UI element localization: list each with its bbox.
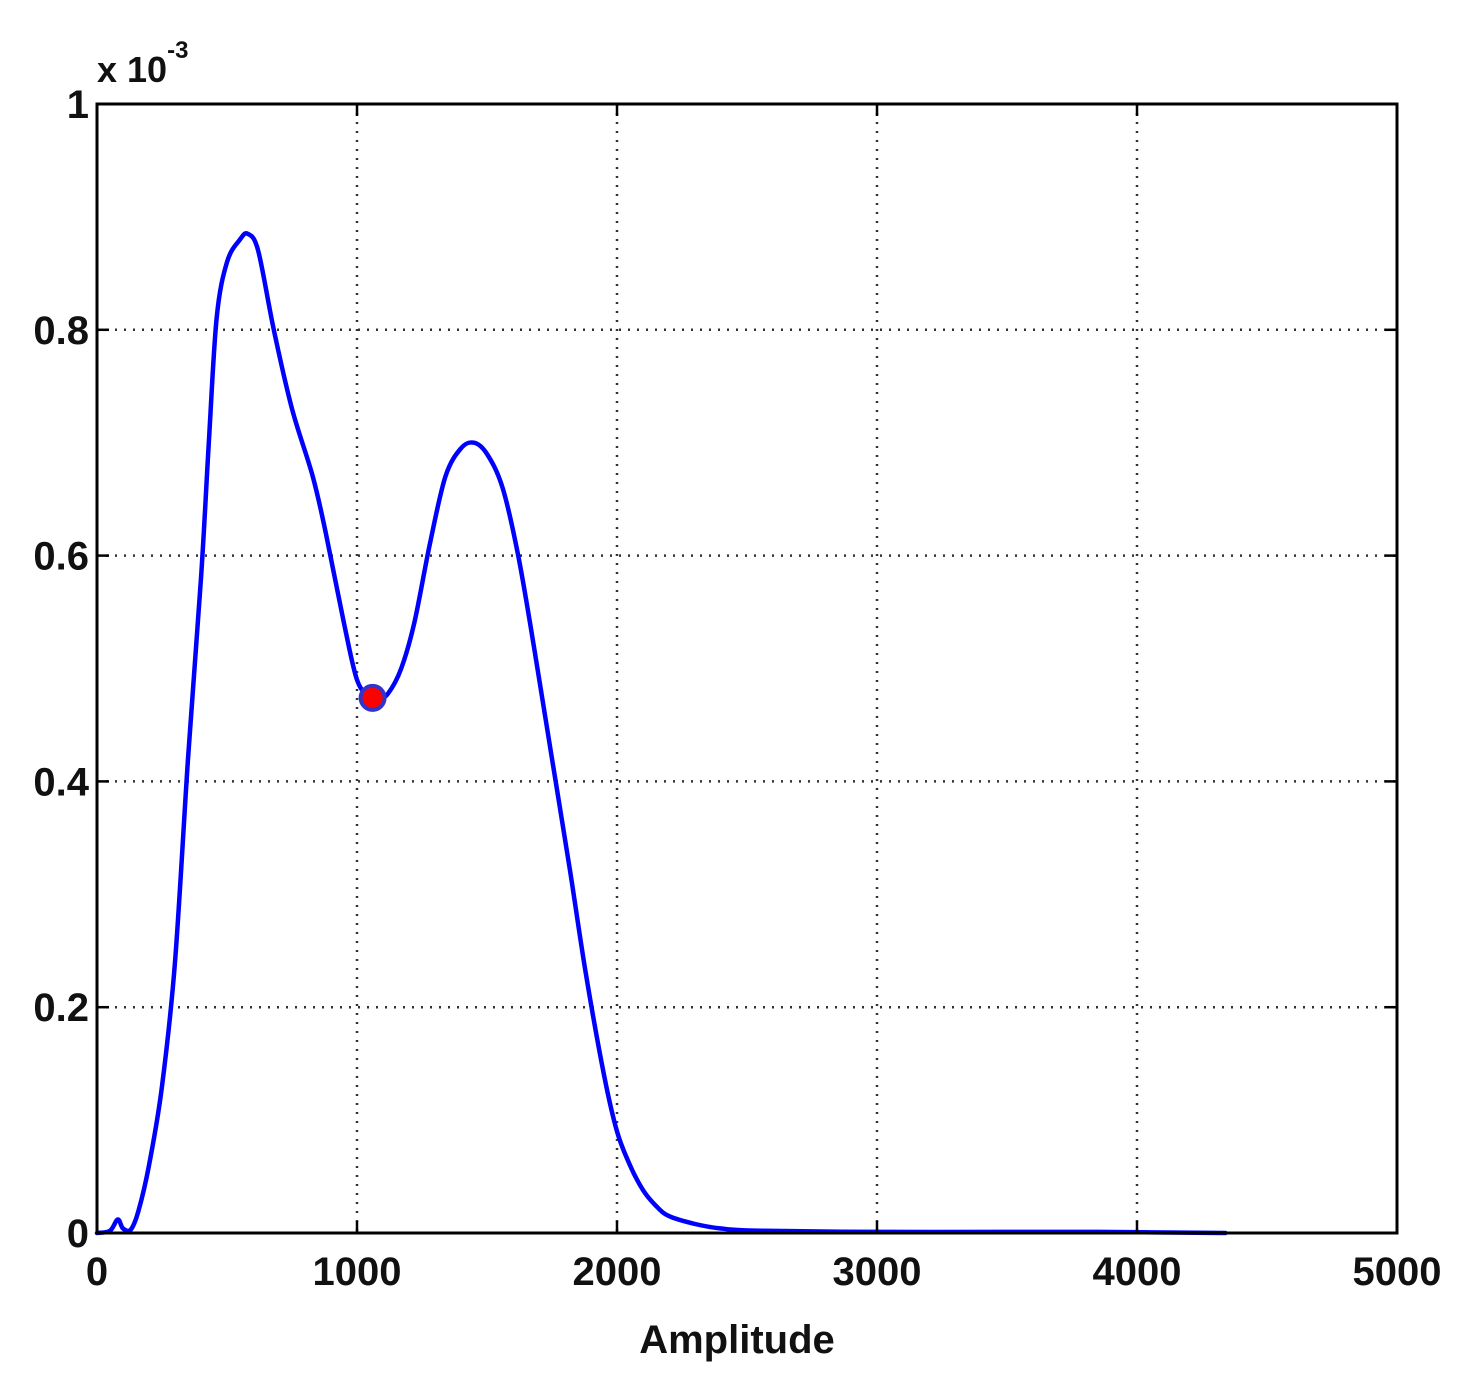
y-tick-label: 0.4 — [33, 760, 89, 804]
tick-labels: 0 1000 2000 3000 4000 5000 0 0.2 0.4 0.6 0.8 1 — [33, 83, 1441, 1294]
x-tick-label: 3000 — [833, 1250, 922, 1294]
y-tick-label: 0 — [67, 1212, 89, 1256]
x-tick-label: 5000 — [1353, 1250, 1442, 1294]
x-tick-label: 4000 — [1093, 1250, 1182, 1294]
y-axis-multiplier-base: x 10 — [97, 49, 167, 90]
series-line — [94, 231, 1228, 1236]
x-axis-label: Amplitude — [639, 1318, 835, 1362]
x-tick-label: 2000 — [573, 1250, 662, 1294]
plot-area-frame — [95, 102, 1399, 1235]
y-tick-label: 0.6 — [33, 535, 89, 579]
ticks — [95, 102, 1399, 1235]
series-layer — [94, 231, 1228, 1236]
y-axis-multiplier: x 10-3 — [97, 37, 188, 90]
y-tick-label: 1 — [67, 83, 89, 127]
y-axis-multiplier-exponent: -3 — [167, 37, 188, 64]
minimum-point-marker — [358, 683, 387, 712]
x-tick-label: 0 — [86, 1250, 108, 1294]
y-tick-label: 0.2 — [33, 986, 89, 1030]
x-tick-label: 1000 — [313, 1250, 402, 1294]
y-tick-label: 0.8 — [33, 309, 89, 353]
grid — [97, 104, 1397, 1233]
